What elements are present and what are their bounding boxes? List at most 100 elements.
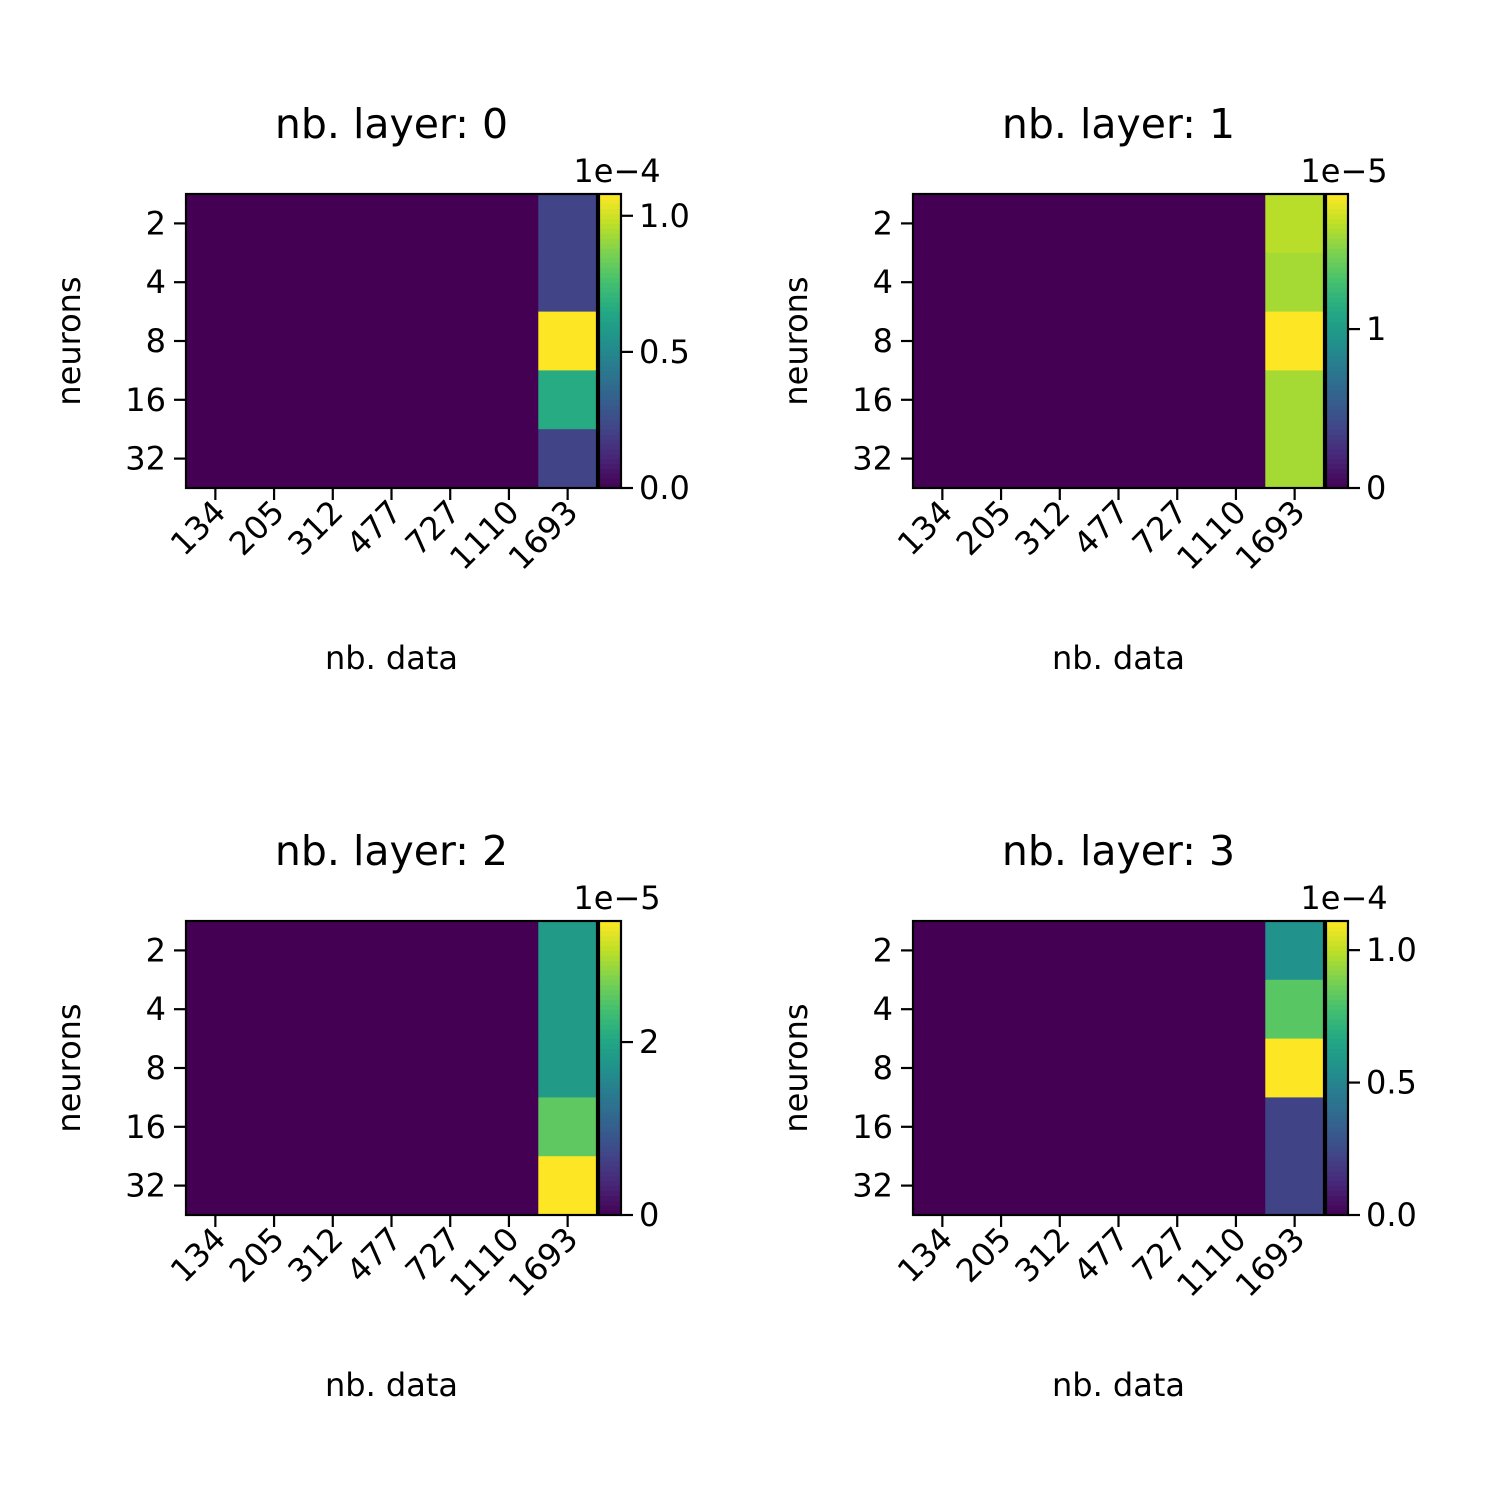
colorbar-segment bbox=[1326, 360, 1348, 367]
colorbar-segment bbox=[1326, 394, 1348, 401]
colorbar-segment bbox=[599, 326, 621, 332]
colorbar-segment bbox=[1326, 989, 1348, 996]
heatmap-cell bbox=[971, 1097, 1032, 1157]
heatmap-cell bbox=[1265, 311, 1325, 371]
colorbar-segment bbox=[1326, 921, 1348, 927]
colorbar-segment bbox=[1326, 1126, 1348, 1133]
heatmap-cell bbox=[1206, 194, 1266, 254]
heatmap-cell bbox=[244, 370, 305, 430]
colorbar-segment bbox=[599, 198, 621, 205]
y-tick-label: 4 bbox=[873, 990, 893, 1028]
colorbar-segment bbox=[599, 287, 621, 293]
colorbar-segment bbox=[1326, 257, 1348, 264]
colorbar-segment bbox=[599, 994, 621, 1000]
colorbar-segment bbox=[599, 365, 621, 371]
colorbar-segment bbox=[599, 1112, 621, 1118]
heatmap-cell bbox=[913, 370, 973, 430]
colorbar-segment bbox=[599, 267, 621, 273]
heatmap-cell bbox=[1030, 194, 1090, 254]
colorbar-segment bbox=[1326, 1141, 1348, 1147]
colorbar-segment bbox=[599, 1205, 621, 1211]
colorbar-segment bbox=[599, 311, 621, 318]
colorbar-segment bbox=[599, 272, 621, 278]
colorbar-segment bbox=[1326, 282, 1348, 288]
colorbar-segment bbox=[599, 1019, 621, 1025]
colorbar-segment bbox=[599, 277, 621, 283]
colorbar-segment bbox=[599, 1058, 621, 1064]
heatmap-cell bbox=[538, 311, 598, 371]
heatmap-cell bbox=[1089, 252, 1149, 313]
colorbar-segment bbox=[599, 1053, 621, 1059]
heatmap-cell bbox=[913, 252, 973, 313]
y-tick-label: 2 bbox=[146, 204, 166, 242]
colorbar-segment bbox=[599, 1175, 621, 1182]
heatmap-cell bbox=[244, 429, 305, 489]
y-tick-label: 8 bbox=[873, 322, 893, 360]
colorbar-segment bbox=[1326, 1156, 1348, 1162]
colorbar-segment bbox=[599, 1200, 621, 1206]
colorbar-segment bbox=[1326, 1210, 1348, 1216]
heatmap-cell bbox=[362, 921, 422, 981]
heatmap-cell bbox=[971, 921, 1032, 981]
y-tick-label: 4 bbox=[146, 990, 166, 1028]
colorbar-segment bbox=[599, 458, 621, 465]
colorbar-segment bbox=[599, 341, 621, 347]
colorbar-segment bbox=[1326, 218, 1348, 224]
colorbar-segment bbox=[1326, 1092, 1348, 1098]
colorbar-segment bbox=[599, 1102, 621, 1108]
heatmap-cell bbox=[1147, 921, 1208, 981]
colorbar-segment bbox=[1326, 935, 1348, 942]
heatmap-cell bbox=[971, 311, 1032, 371]
colorbar-segment bbox=[1326, 1161, 1348, 1167]
colorbar-segment bbox=[1326, 194, 1348, 200]
colorbar-segment bbox=[599, 974, 621, 981]
heatmap-cell bbox=[1089, 429, 1149, 489]
colorbar-segment bbox=[1326, 473, 1348, 479]
heatmap-cell bbox=[1265, 979, 1325, 1040]
heatmap-cell bbox=[1206, 311, 1266, 371]
panel-title: nb. layer: 3 bbox=[1002, 827, 1235, 875]
heatmap-cell bbox=[479, 1038, 539, 1098]
colorbar-segment bbox=[1326, 203, 1348, 210]
colorbar-segment bbox=[1326, 243, 1348, 249]
heatmap-cell bbox=[303, 429, 363, 489]
heatmap-cell bbox=[1147, 311, 1208, 371]
colorbar-segment bbox=[599, 1009, 621, 1015]
colorbar-segment bbox=[1326, 1185, 1348, 1192]
colorbar-segment bbox=[1326, 1097, 1348, 1103]
heatmap-cell bbox=[244, 311, 305, 371]
colorbar-segment bbox=[599, 930, 621, 937]
colorbar-segment bbox=[599, 360, 621, 367]
colorbar-segment bbox=[1326, 198, 1348, 205]
heatmap-cell bbox=[420, 311, 481, 371]
colorbar-tick-label: 0.5 bbox=[1366, 1064, 1417, 1102]
y-tick-label: 8 bbox=[146, 322, 166, 360]
colorbar-segment bbox=[1326, 1195, 1348, 1201]
heatmap-cell bbox=[1147, 1097, 1208, 1157]
colorbar-segment bbox=[1326, 483, 1348, 489]
colorbar-segment bbox=[599, 940, 621, 947]
heatmap-cell bbox=[1206, 252, 1266, 313]
heatmap-cell bbox=[303, 1156, 363, 1216]
colorbar-segment bbox=[599, 414, 621, 420]
colorbar-segment bbox=[1326, 409, 1348, 416]
heatmap-cell bbox=[1265, 194, 1325, 254]
colorbar-segment bbox=[599, 370, 621, 376]
colorbar-segment bbox=[599, 399, 621, 406]
colorbar-segment bbox=[1326, 1146, 1348, 1152]
colorbar-segment bbox=[1326, 1053, 1348, 1059]
x-axis-label: nb. data bbox=[325, 639, 458, 677]
y-tick-label: 16 bbox=[125, 1108, 166, 1146]
colorbar-segment bbox=[599, 443, 621, 450]
colorbar-segment bbox=[599, 1136, 621, 1143]
colorbar-segment bbox=[1326, 1117, 1348, 1123]
colorbar-segment bbox=[1326, 252, 1348, 259]
y-tick-label: 16 bbox=[852, 381, 893, 419]
colorbar-segment bbox=[599, 1131, 621, 1138]
colorbar-segment bbox=[599, 1082, 621, 1089]
colorbar-segment bbox=[599, 1185, 621, 1192]
heatmap-cell bbox=[1030, 370, 1090, 430]
heatmap-cell bbox=[971, 252, 1032, 313]
colorbar-segment bbox=[599, 1107, 621, 1113]
heatmap-panel-1: nb. layer: 12481632134205312477727111016… bbox=[777, 100, 1388, 677]
